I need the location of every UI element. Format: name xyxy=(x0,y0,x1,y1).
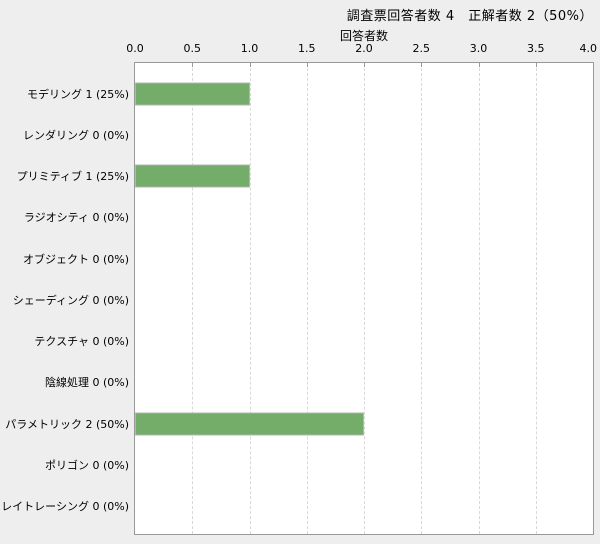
chart-row xyxy=(135,73,593,114)
x-tick-label: 0.0 xyxy=(126,42,144,55)
tick-mark xyxy=(192,63,194,67)
category-label: レンダリング 0 (0%) xyxy=(22,128,129,142)
chart-row xyxy=(135,238,593,279)
tick-mark xyxy=(478,63,480,67)
chart-row xyxy=(135,362,593,403)
chart-row xyxy=(135,114,593,155)
gridline xyxy=(421,63,423,534)
category-label: パラメトリック 2 (50%) xyxy=(5,417,129,431)
gridline xyxy=(192,63,194,534)
chart-row xyxy=(135,403,593,444)
gridline xyxy=(306,63,308,534)
x-tick-label: 4.0 xyxy=(579,42,598,55)
category-axis-labels: モデリング 1 (25%) レンダリング 0 (0%) プリミティブ 1 (25%)… xyxy=(0,73,129,527)
category-label: ポリゴン 0 (0%) xyxy=(44,459,129,473)
tick-mark xyxy=(535,63,537,67)
chart-row xyxy=(135,486,593,527)
gridline xyxy=(249,63,251,534)
x-tick-label: 0.5 xyxy=(183,42,202,55)
gridline xyxy=(364,63,365,534)
bar xyxy=(135,412,364,436)
category-label: モデリング 1 (25%) xyxy=(26,87,129,101)
x-axis-tick-labels: 0.0 0.5 1.0 1.5 2.0 2.5 3.0 3.5 4.0 xyxy=(0,42,600,56)
category-label: シェーディング 0 (0%) xyxy=(12,293,129,307)
chart-row xyxy=(135,321,593,362)
category-label: オブジェクト 0 (0%) xyxy=(22,252,129,266)
category-label: テクスチャ 0 (0%) xyxy=(34,335,129,349)
category-label: 陰線処理 0 (0%) xyxy=(44,376,129,390)
chart-row xyxy=(135,197,593,238)
plot-area xyxy=(134,62,594,535)
x-tick-label: 3.5 xyxy=(527,42,545,55)
tick-mark xyxy=(306,63,308,67)
tick-mark xyxy=(364,63,365,67)
x-tick-label: 1.0 xyxy=(240,42,259,55)
bar xyxy=(135,164,250,188)
x-tick-label: 2.5 xyxy=(412,42,431,55)
chart-row xyxy=(135,156,593,197)
chart-title: 調査票回答者数 4 正解者数 2（50%） xyxy=(346,9,593,24)
x-tick-label: 3.0 xyxy=(469,42,488,55)
x-tick-label: 2.0 xyxy=(355,42,373,55)
category-label: プリミティブ 1 (25%) xyxy=(16,170,129,184)
tick-mark xyxy=(249,63,251,67)
category-label: レイトレーシング 0 (0%) xyxy=(1,500,129,514)
bar xyxy=(135,82,250,106)
chart-row xyxy=(135,279,593,320)
category-label: ラジオシティ 0 (0%) xyxy=(23,211,129,225)
bars-layer xyxy=(135,73,593,527)
tick-mark xyxy=(421,63,423,67)
x-tick-label: 1.5 xyxy=(298,42,316,55)
gridline xyxy=(478,63,480,534)
x-axis-title: 回答者数 xyxy=(339,29,388,43)
gridline xyxy=(535,63,537,534)
chart-row xyxy=(135,444,593,485)
